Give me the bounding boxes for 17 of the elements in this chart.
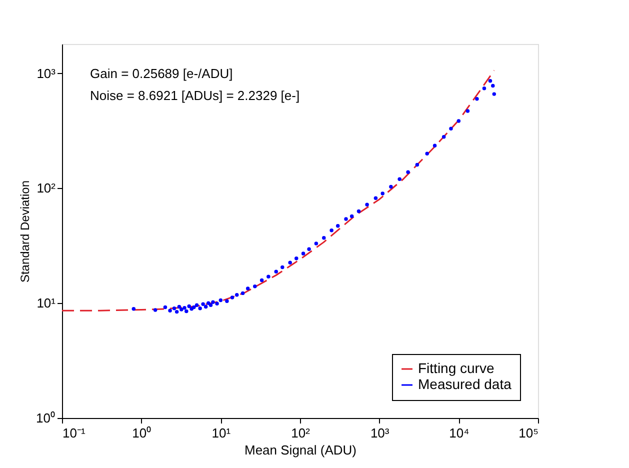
annotation: Gain = 0.25689 [e-/ADU] bbox=[90, 66, 233, 81]
y-tick-label: 10⁰ bbox=[36, 410, 56, 426]
x-tick-label: 10⁻¹ bbox=[62, 426, 86, 440]
x-tick-label: 10³ bbox=[370, 426, 390, 440]
x-tick-label: 10⁰ bbox=[132, 426, 152, 440]
x-tick-label: 10⁴ bbox=[449, 426, 470, 440]
y-tick-label: 10¹ bbox=[36, 296, 56, 311]
x-tick-label: 10¹ bbox=[212, 426, 232, 440]
y-tick-label: 10³ bbox=[36, 66, 56, 81]
y-axis-title: Standard Deviation bbox=[18, 180, 32, 283]
x-tick-label: 10⁵ bbox=[518, 426, 538, 440]
x-axis-title: Mean Signal (ADU) bbox=[244, 442, 356, 458]
y-tick-label: 10² bbox=[36, 180, 56, 196]
legend-label: Measured data bbox=[418, 376, 512, 392]
legend-label: Fitting curve bbox=[418, 360, 494, 376]
annotation: Noise = 8.6921 [ADUs] = 2.2329 [e-] bbox=[90, 88, 300, 103]
x-tick-label: 10² bbox=[291, 426, 311, 440]
